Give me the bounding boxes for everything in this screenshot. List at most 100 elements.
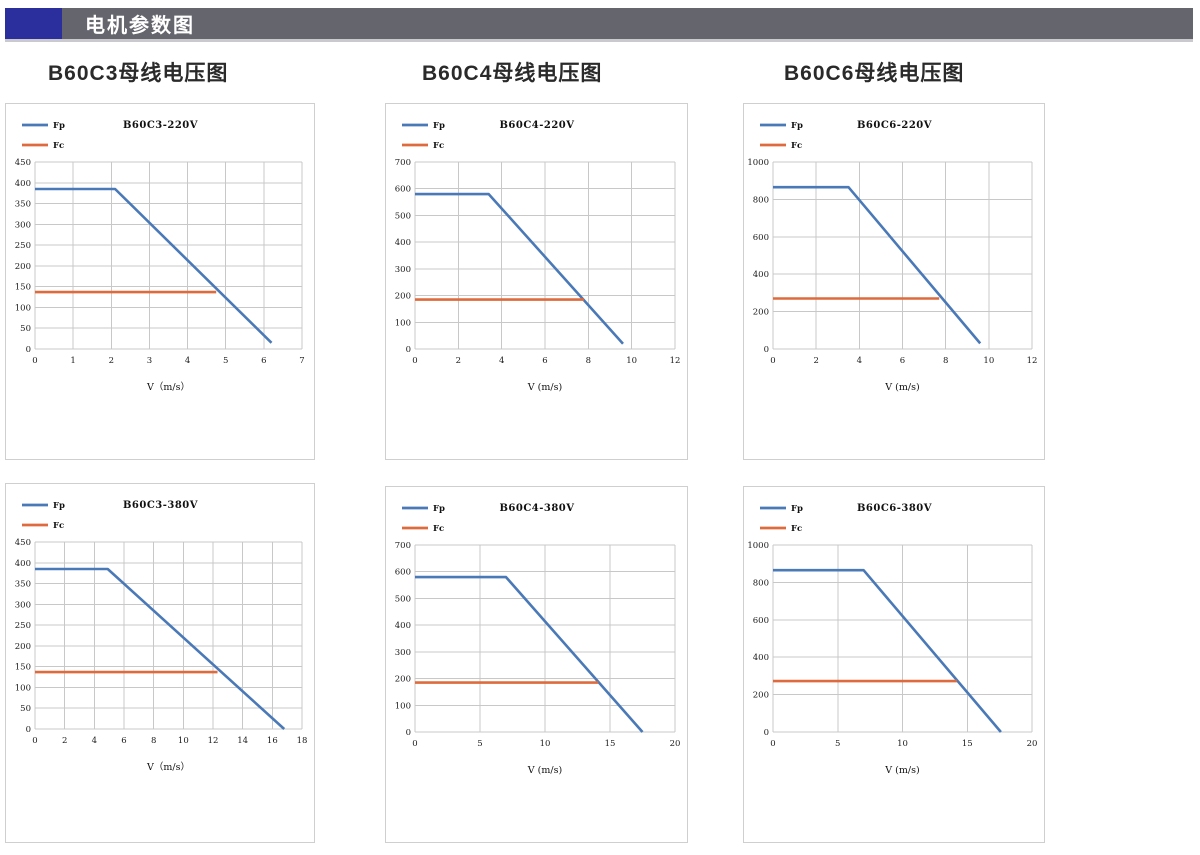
- svg-text:B60C4-220V: B60C4-220V: [499, 120, 574, 131]
- svg-text:0: 0: [406, 728, 411, 738]
- svg-text:Fc: Fc: [791, 524, 802, 534]
- svg-text:400: 400: [753, 270, 769, 280]
- svg-text:200: 200: [753, 308, 769, 318]
- svg-text:20: 20: [1027, 739, 1038, 749]
- chart-canvas: 0 2 4 6 8 10 12 14 16 18 0 50 100 150 200 250 300 350 400 4…: [15, 500, 308, 773]
- svg-text:300: 300: [15, 220, 31, 230]
- svg-text:V (m/s): V (m/s): [527, 382, 562, 393]
- svg-text:V (m/s): V (m/s): [884, 765, 919, 776]
- svg-text:B60C6-220V: B60C6-220V: [857, 120, 932, 131]
- chart-canvas: 0 2 4 6 8 10 12 0 200 400 600 800 1000 Fp Fc B60C6-220V…: [747, 120, 1038, 393]
- svg-text:Fp: Fp: [53, 121, 65, 131]
- svg-text:0: 0: [770, 356, 775, 366]
- svg-text:7: 7: [299, 356, 304, 366]
- svg-text:0: 0: [26, 725, 31, 735]
- chart-panel-b60c4-220v: 0 2 4 6 8 10 12 0 100 200 300 400 500 600 700 Fp Fc B60C4…: [385, 103, 688, 460]
- chart-canvas: 0 5 10 15 200100200300400500600700FpFcB60C4-…: [395, 503, 681, 776]
- svg-text:500: 500: [395, 211, 411, 221]
- section-title-b60c3: B60C3母线电压图: [48, 62, 229, 85]
- svg-text:200: 200: [395, 675, 411, 685]
- svg-text:V (m/s): V (m/s): [527, 765, 562, 776]
- svg-text:10: 10: [983, 356, 994, 366]
- svg-text:100: 100: [395, 318, 411, 328]
- svg-text:100: 100: [15, 683, 31, 693]
- svg-text:200: 200: [15, 262, 31, 272]
- svg-text:8: 8: [586, 356, 591, 366]
- svg-text:200: 200: [753, 691, 769, 701]
- svg-text:2: 2: [813, 356, 818, 366]
- svg-text:12: 12: [670, 356, 681, 366]
- svg-text:250: 250: [15, 241, 31, 251]
- svg-text:1000: 1000: [747, 158, 769, 168]
- chart-canvas: 0 5 10 15 2002004006008001000FpFcB60C6-380VV…: [747, 503, 1038, 776]
- svg-text:V（m/s）: V（m/s）: [146, 381, 190, 393]
- svg-text:0: 0: [770, 739, 775, 749]
- svg-text:0: 0: [412, 356, 417, 366]
- svg-text:8: 8: [151, 736, 156, 746]
- svg-text:1000: 1000: [747, 541, 769, 551]
- svg-text:Fp: Fp: [791, 121, 803, 131]
- chart-panel-b60c6-220v: 0 2 4 6 8 10 12 0 200 400 600 800 1000 Fp Fc B60C6-220V…: [743, 103, 1045, 460]
- svg-text:3: 3: [147, 356, 152, 366]
- svg-text:V（m/s）: V（m/s）: [146, 761, 190, 773]
- svg-text:12: 12: [208, 736, 219, 746]
- svg-text:18: 18: [297, 736, 308, 746]
- svg-text:1: 1: [70, 356, 75, 366]
- svg-text:300: 300: [395, 648, 411, 658]
- svg-text:0: 0: [412, 739, 417, 749]
- section-title-b60c6: B60C6母线电压图: [784, 62, 965, 85]
- svg-text:200: 200: [15, 642, 31, 652]
- chart-panel-b60c3-380v: 0 2 4 6 8 10 12 14 16 18 0 50 100 150 200 250 300 350 400 4…: [5, 483, 315, 843]
- svg-text:400: 400: [15, 559, 31, 569]
- svg-text:5: 5: [223, 356, 228, 366]
- svg-text:Fc: Fc: [433, 141, 444, 151]
- svg-text:400: 400: [395, 238, 411, 248]
- svg-text:2: 2: [456, 356, 461, 366]
- page-title: 电机参数图: [85, 15, 195, 37]
- svg-text:0: 0: [32, 356, 37, 366]
- svg-text:12: 12: [1027, 356, 1038, 366]
- svg-text:B60C4-380V: B60C4-380V: [499, 503, 574, 514]
- svg-text:Fc: Fc: [433, 524, 444, 534]
- svg-text:Fc: Fc: [791, 141, 802, 151]
- svg-text:150: 150: [15, 283, 31, 293]
- svg-text:800: 800: [753, 578, 769, 588]
- svg-text:10: 10: [897, 739, 908, 749]
- svg-text:10: 10: [626, 356, 637, 366]
- svg-text:8: 8: [943, 356, 948, 366]
- svg-text:150: 150: [15, 663, 31, 673]
- svg-text:700: 700: [395, 158, 411, 168]
- svg-text:300: 300: [15, 600, 31, 610]
- svg-text:600: 600: [395, 568, 411, 578]
- chart-canvas: 0 1 2 3 4 5 6 7 0 50 100 150 200 250 300 350 400 450 Fp Fc B…: [15, 120, 305, 393]
- section-title-b60c4: B60C4母线电压图: [422, 62, 603, 85]
- svg-text:6: 6: [542, 356, 547, 366]
- svg-text:700: 700: [395, 541, 411, 551]
- svg-text:10: 10: [178, 736, 189, 746]
- svg-text:0: 0: [406, 345, 411, 355]
- svg-text:4: 4: [499, 356, 504, 366]
- svg-text:50: 50: [20, 704, 31, 714]
- svg-text:100: 100: [395, 701, 411, 711]
- svg-text:250: 250: [15, 621, 31, 631]
- svg-text:15: 15: [962, 739, 973, 749]
- svg-text:450: 450: [15, 538, 31, 548]
- svg-text:350: 350: [15, 200, 31, 210]
- svg-text:14: 14: [237, 736, 248, 746]
- svg-text:4: 4: [92, 736, 97, 746]
- chart-panel-b60c4-380v: 0 5 10 15 20 0 100 200 300 400 500 600 700 Fp Fc B60C4-…: [385, 486, 688, 843]
- svg-text:Fp: Fp: [791, 504, 803, 514]
- svg-text:6: 6: [900, 356, 905, 366]
- svg-text:0: 0: [32, 736, 37, 746]
- svg-text:20: 20: [670, 739, 681, 749]
- svg-text:0: 0: [764, 728, 769, 738]
- svg-text:V (m/s): V (m/s): [884, 382, 919, 393]
- svg-text:2: 2: [62, 736, 67, 746]
- svg-text:600: 600: [753, 233, 769, 243]
- svg-text:600: 600: [753, 616, 769, 626]
- svg-text:Fc: Fc: [53, 141, 64, 151]
- svg-text:B60C6-380V: B60C6-380V: [857, 503, 932, 514]
- svg-text:Fp: Fp: [433, 121, 445, 131]
- header-accent-badge: [5, 8, 62, 39]
